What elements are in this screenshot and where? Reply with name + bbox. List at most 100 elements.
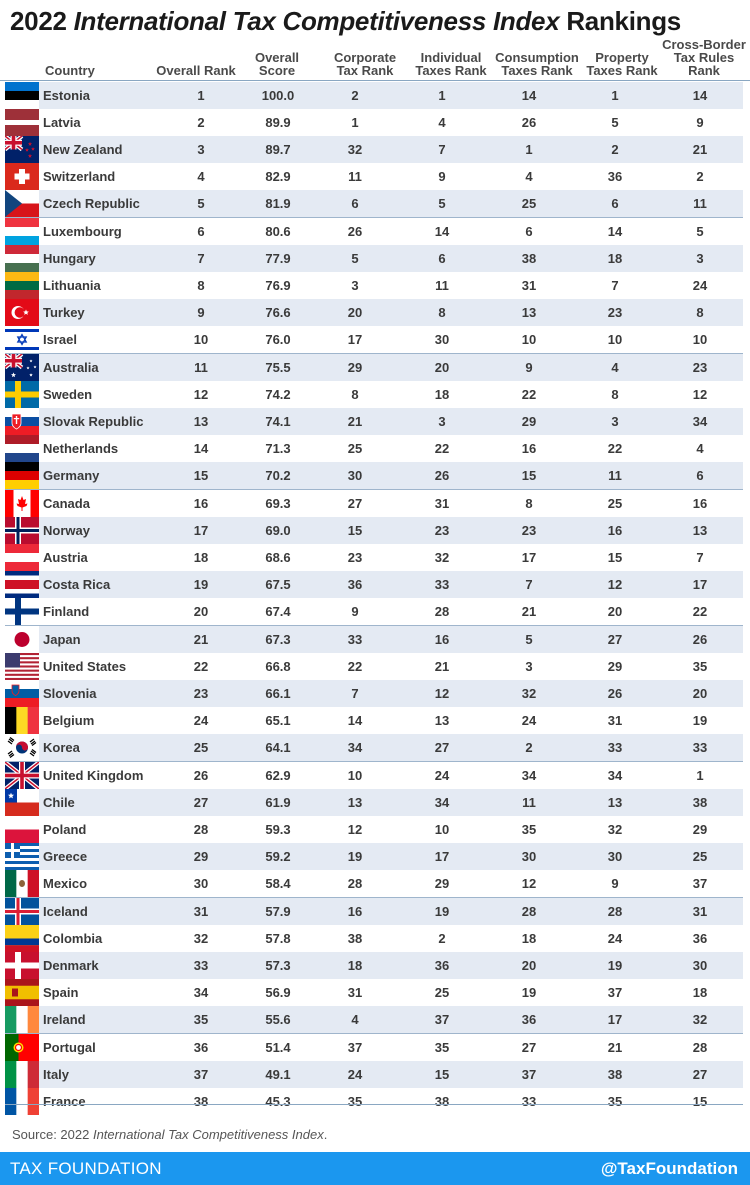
property-rank-cell: 22 bbox=[573, 435, 657, 462]
source-note: Source: 2022 International Tax Competiti… bbox=[12, 1127, 327, 1142]
individual-rank-cell: 27 bbox=[399, 734, 485, 762]
overall-score-cell: 67.3 bbox=[245, 625, 311, 653]
overall-rank-cell: 1 bbox=[157, 82, 245, 109]
overall-rank-cell: 25 bbox=[157, 734, 245, 762]
corporate-rank-cell: 16 bbox=[311, 897, 399, 925]
consumption-rank-cell: 16 bbox=[485, 435, 573, 462]
consumption-rank-cell: 20 bbox=[485, 952, 573, 979]
individual-rank-cell: 26 bbox=[399, 462, 485, 490]
flag-cell bbox=[5, 1061, 39, 1088]
consumption-rank-cell: 7 bbox=[485, 571, 573, 598]
flag-cell bbox=[5, 408, 39, 435]
table-row: Chile 27 61.9 13 34 11 13 38 bbox=[5, 789, 743, 816]
table-row: Switzerland 4 82.9 11 9 4 36 2 bbox=[5, 163, 743, 190]
cross-border-rank-cell: 24 bbox=[657, 272, 743, 299]
overall-rank-cell: 38 bbox=[157, 1088, 245, 1115]
country-name: Hungary bbox=[39, 245, 157, 272]
country-name: Spain bbox=[39, 979, 157, 1006]
cross-border-rank-cell: 31 bbox=[657, 897, 743, 925]
cross-border-rank-cell: 17 bbox=[657, 571, 743, 598]
individual-rank-cell: 7 bbox=[399, 136, 485, 163]
corporate-rank-cell: 15 bbox=[311, 517, 399, 544]
corporate-rank-cell: 37 bbox=[311, 1033, 399, 1061]
consumption-rank-cell: 4 bbox=[485, 163, 573, 190]
overall-score-cell: 68.6 bbox=[245, 544, 311, 571]
property-rank-cell: 36 bbox=[573, 163, 657, 190]
corporate-rank-cell: 3 bbox=[311, 272, 399, 299]
cross-border-rank-cell: 3 bbox=[657, 245, 743, 272]
property-rank-cell: 19 bbox=[573, 952, 657, 979]
individual-rank-cell: 25 bbox=[399, 979, 485, 1006]
country-name: Chile bbox=[39, 789, 157, 816]
flag-cell bbox=[5, 190, 39, 218]
overall-score-cell: 57.9 bbox=[245, 897, 311, 925]
flag-cell bbox=[5, 925, 39, 952]
individual-rank-cell: 36 bbox=[399, 952, 485, 979]
consumption-rank-cell: 22 bbox=[485, 381, 573, 408]
individual-rank-cell: 4 bbox=[399, 109, 485, 136]
property-rank-cell: 34 bbox=[573, 761, 657, 789]
title-suffix: Rankings bbox=[566, 6, 681, 36]
overall-rank-cell: 6 bbox=[157, 217, 245, 245]
flag-cell bbox=[5, 789, 39, 816]
individual-rank-cell: 11 bbox=[399, 272, 485, 299]
table-row: Israel 10 76.0 17 30 10 10 10 bbox=[5, 326, 743, 354]
individual-rank-cell: 17 bbox=[399, 843, 485, 870]
overall-rank-cell: 17 bbox=[157, 517, 245, 544]
overall-rank-cell: 32 bbox=[157, 925, 245, 952]
flag-cell bbox=[5, 1033, 39, 1061]
individual-rank-cell: 35 bbox=[399, 1033, 485, 1061]
cross-border-rank-cell: 16 bbox=[657, 489, 743, 517]
consumption-rank-cell: 33 bbox=[485, 1088, 573, 1115]
overall-rank-cell: 33 bbox=[157, 952, 245, 979]
table-row: Costa Rica 19 67.5 36 33 7 12 17 bbox=[5, 571, 743, 598]
flag-cell bbox=[5, 707, 39, 734]
new-zealand-flag-icon bbox=[5, 136, 39, 163]
overall-score-cell: 81.9 bbox=[245, 190, 311, 218]
overall-score-cell: 59.3 bbox=[245, 816, 311, 843]
flag-cell bbox=[5, 897, 39, 925]
overall-rank-cell: 28 bbox=[157, 816, 245, 843]
denmark-flag-icon bbox=[5, 952, 39, 979]
hungary-flag-icon bbox=[5, 245, 39, 272]
cross-border-rank-cell: 7 bbox=[657, 544, 743, 571]
overall-rank-cell: 20 bbox=[157, 598, 245, 626]
twitter-handle[interactable]: @TaxFoundation bbox=[600, 1159, 738, 1178]
corporate-rank-cell: 13 bbox=[311, 789, 399, 816]
overall-rank-cell: 34 bbox=[157, 979, 245, 1006]
consumption-rank-cell: 9 bbox=[485, 353, 573, 381]
property-rank-cell: 15 bbox=[573, 544, 657, 571]
property-rank-cell: 38 bbox=[573, 1061, 657, 1088]
flag-cell bbox=[5, 816, 39, 843]
costa-rica-flag-icon bbox=[5, 571, 39, 598]
consumption-rank-cell: 24 bbox=[485, 707, 573, 734]
cross-border-rank-cell: 25 bbox=[657, 843, 743, 870]
netherlands-flag-icon bbox=[5, 435, 39, 462]
consumption-rank-cell: 19 bbox=[485, 979, 573, 1006]
overall-rank-cell: 22 bbox=[157, 653, 245, 680]
country-name: France bbox=[39, 1088, 157, 1115]
property-rank-cell: 18 bbox=[573, 245, 657, 272]
cross-border-rank-cell: 20 bbox=[657, 680, 743, 707]
corporate-rank-cell: 25 bbox=[311, 435, 399, 462]
corporate-rank-cell: 24 bbox=[311, 1061, 399, 1088]
overall-score-cell: 57.3 bbox=[245, 952, 311, 979]
overall-score-cell: 66.8 bbox=[245, 653, 311, 680]
table-row: Sweden 12 74.2 8 18 22 8 12 bbox=[5, 381, 743, 408]
greece-flag-icon bbox=[5, 843, 39, 870]
consumption-rank-cell: 38 bbox=[485, 245, 573, 272]
cross-border-rank-cell: 33 bbox=[657, 734, 743, 762]
consumption-rank-cell: 13 bbox=[485, 299, 573, 326]
overall-score-cell: 59.2 bbox=[245, 843, 311, 870]
cross-border-rank-cell: 21 bbox=[657, 136, 743, 163]
czech-republic-flag-icon bbox=[5, 190, 39, 217]
individual-rank-cell: 13 bbox=[399, 707, 485, 734]
cross-border-rank-cell: 38 bbox=[657, 789, 743, 816]
korea-flag-icon bbox=[5, 734, 39, 761]
flag-cell bbox=[5, 544, 39, 571]
cross-border-rank-cell: 9 bbox=[657, 109, 743, 136]
cross-border-rank-cell: 34 bbox=[657, 408, 743, 435]
country-name: Mexico bbox=[39, 870, 157, 898]
cross-border-rank-cell: 13 bbox=[657, 517, 743, 544]
property-rank-cell: 31 bbox=[573, 707, 657, 734]
